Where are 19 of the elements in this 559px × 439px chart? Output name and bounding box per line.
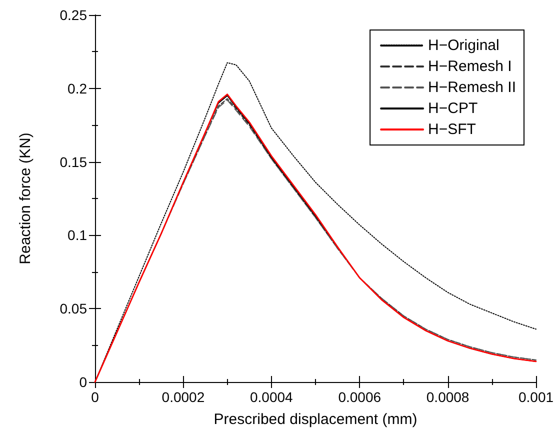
y-tick-label: 0.2 xyxy=(68,80,88,96)
y-axis-title: Reaction force (KN) xyxy=(17,132,34,264)
x-tick-label: 0.0004 xyxy=(250,389,294,405)
x-tick-label: 0.0002 xyxy=(162,389,205,405)
legend-label: H−Remesh II xyxy=(428,79,516,96)
x-tick-label: 0.0008 xyxy=(426,389,470,405)
legend-label: H−CPT xyxy=(428,100,478,117)
x-tick-label: 0.001 xyxy=(518,389,554,405)
y-tick-label: 0.1 xyxy=(68,227,88,244)
x-tick-label: 0 xyxy=(91,389,100,405)
y-tick-label: 0 xyxy=(79,374,88,390)
y-tick-label: 0.05 xyxy=(60,300,88,317)
x-tick-label: 0.0006 xyxy=(338,389,382,405)
y-tick-label: 0.15 xyxy=(60,154,88,170)
x-axis-title: Prescribed displacement (mm) xyxy=(214,411,418,428)
y-tick-label: 0.25 xyxy=(60,7,88,23)
legend-label: H−Original xyxy=(428,37,500,54)
legend-label: H−Remesh I xyxy=(428,58,512,75)
legend-label: H−SFT xyxy=(428,121,476,138)
